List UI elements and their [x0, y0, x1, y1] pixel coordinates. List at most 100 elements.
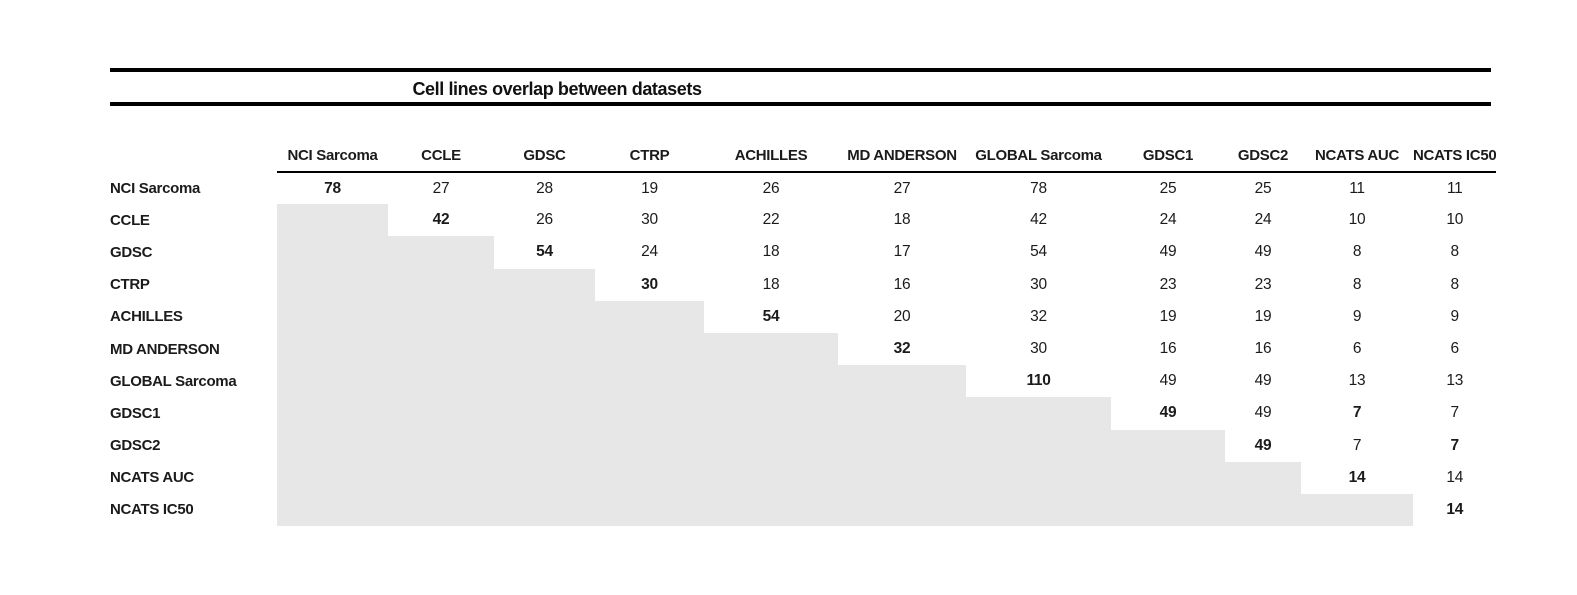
- row-header-gdsc1: GDSC1: [110, 404, 161, 422]
- cell-ncats-auc-x-ncats-ic50: 14: [1446, 468, 1464, 486]
- cell-ncats-auc-x-gdsc: [494, 461, 595, 494]
- cell-global-sarcoma-x-md-anderson: [838, 365, 966, 398]
- cell-ccle-x-global-sarcoma: 42: [1030, 211, 1047, 229]
- col-header-global-sarcoma: GLOBAL Sarcoma: [966, 139, 1111, 173]
- col-header-ncats-ic50: NCATS IC50: [1413, 139, 1497, 173]
- row-header-ncats-ic50: NCATS IC50: [110, 501, 194, 519]
- cell-gdsc-x-md-anderson: 17: [893, 243, 911, 261]
- cell-ccle-x-gdsc2: 24: [1254, 211, 1272, 229]
- cell-gdsc1-x-gdsc: [494, 397, 595, 430]
- table-row-gdsc1: GDSC1 49 49 7 7: [110, 397, 1496, 430]
- cell-nci-sarcoma-x-ncats-ic50: 11: [1446, 179, 1463, 197]
- cell-gdsc-x-ctrp: 24: [641, 243, 658, 261]
- cell-gdsc-x-ncats-auc: 8: [1352, 243, 1362, 261]
- cell-ccle-x-achilles: 22: [762, 211, 780, 229]
- cell-ncats-auc-x-nci-sarcoma: [277, 461, 388, 494]
- cell-gdsc1-x-ccle: [388, 397, 494, 430]
- overlap-table-body: NCI Sarcoma 78 27 28 19 26 27 78 25 25 11 11 CCLE 42 2…: [110, 172, 1496, 527]
- cell-gdsc-x-gdsc: 54: [536, 243, 553, 261]
- cell-gdsc1-x-ncats-ic50: 7: [1450, 404, 1460, 422]
- cell-nci-sarcoma-x-global-sarcoma: 78: [1030, 179, 1047, 197]
- cell-ncats-ic50-x-ctrp: [595, 493, 704, 527]
- cell-ncats-ic50-x-md-anderson: [838, 493, 966, 527]
- col-header-md-anderson: MD ANDERSON: [838, 139, 966, 173]
- cell-md-anderson-x-achilles: [704, 332, 838, 366]
- cell-ctrp-x-gdsc1: 23: [1159, 275, 1177, 293]
- cell-gdsc1-x-gdsc2: 49: [1254, 404, 1272, 422]
- row-header-ccle: CCLE: [110, 211, 150, 229]
- cell-ccle-x-ncats-auc: 10: [1348, 211, 1366, 229]
- cell-ncats-auc-x-gdsc1: [1111, 461, 1225, 494]
- cell-gdsc-x-nci-sarcoma: [277, 236, 388, 269]
- cell-gdsc1-x-nci-sarcoma: [277, 397, 388, 430]
- col-header-ctrp: CTRP: [595, 139, 704, 173]
- table-row-achilles: ACHILLES 54 20 32 19 19 9 9: [110, 300, 1496, 333]
- col-header-ncats-auc: NCATS AUC: [1301, 139, 1413, 173]
- cell-ncats-auc-x-achilles: [704, 461, 838, 494]
- cell-ctrp-x-ccle: [388, 268, 494, 301]
- cell-ctrp-x-global-sarcoma: 30: [1030, 275, 1047, 293]
- header-row: NCI Sarcoma CCLE GDSC CTRP ACHILLES MD ANDERS…: [110, 139, 1497, 173]
- cell-gdsc2-x-ccle: [388, 429, 494, 462]
- table-row-gdsc: GDSC 54 24 18 17 54 49 49 8 8: [110, 236, 1496, 269]
- cell-achilles-x-md-anderson: 20: [893, 307, 911, 325]
- corner-cell: [110, 139, 277, 172]
- table-row-global-sarcoma: GLOBAL Sarcoma 110 49 49 13 13: [110, 365, 1496, 398]
- cell-md-anderson-x-global-sarcoma: 30: [1030, 340, 1047, 358]
- table-row-ctrp: CTRP 30 18 16 30 23 23 8 8: [110, 268, 1496, 301]
- cell-ccle-x-gdsc: 26: [536, 211, 553, 229]
- cell-ncats-ic50-x-achilles: [704, 493, 838, 527]
- cell-md-anderson-x-gdsc2: 16: [1254, 340, 1272, 358]
- cell-ncats-ic50-x-global-sarcoma: [966, 493, 1111, 527]
- cell-nci-sarcoma-x-ctrp: 19: [641, 179, 658, 197]
- cell-nci-sarcoma-x-ccle: 27: [432, 179, 450, 197]
- cell-ncats-auc-x-ccle: [388, 461, 494, 494]
- cell-ncats-auc-x-ncats-auc: 14: [1348, 468, 1366, 486]
- cell-ncats-auc-x-global-sarcoma: [966, 461, 1111, 494]
- overlap-table: NCI Sarcoma CCLE GDSC CTRP ACHILLES MD ANDERS…: [110, 139, 1497, 527]
- col-header-ccle: CCLE: [388, 139, 494, 173]
- cell-nci-sarcoma-x-gdsc: 28: [536, 179, 553, 197]
- cell-ctrp-x-ncats-ic50: 8: [1450, 275, 1460, 293]
- row-header-achilles: ACHILLES: [110, 308, 183, 326]
- cell-achilles-x-ccle: [388, 300, 494, 333]
- cell-gdsc2-x-gdsc1: [1111, 429, 1225, 462]
- cell-global-sarcoma-x-nci-sarcoma: [277, 365, 388, 398]
- cell-ncats-ic50-x-ncats-ic50: 14: [1446, 500, 1464, 518]
- cell-nci-sarcoma-x-achilles: 26: [762, 179, 780, 197]
- cell-ncats-auc-x-md-anderson: [838, 461, 966, 494]
- table-row-ccle: CCLE 42 26 30 22 18 42 24 24 10 10: [110, 204, 1496, 237]
- cell-global-sarcoma-x-gdsc: [494, 365, 595, 398]
- cell-ncats-ic50-x-gdsc1: [1111, 493, 1225, 527]
- cell-ccle-x-gdsc1: 24: [1159, 211, 1177, 229]
- table-row-md-anderson: MD ANDERSON 32 30 16 16 6 6: [110, 332, 1496, 366]
- cell-gdsc-x-gdsc1: 49: [1159, 243, 1177, 261]
- cell-gdsc-x-gdsc2: 49: [1254, 243, 1272, 261]
- row-header-nci-sarcoma: NCI Sarcoma: [110, 179, 201, 197]
- cell-achilles-x-gdsc: [494, 300, 595, 333]
- cell-ctrp-x-gdsc2: 23: [1254, 275, 1272, 293]
- cell-ncats-ic50-x-gdsc: [494, 493, 595, 527]
- cell-nci-sarcoma-x-md-anderson: 27: [893, 179, 911, 197]
- col-header-achilles: ACHILLES: [704, 139, 838, 173]
- cell-gdsc-x-global-sarcoma: 54: [1030, 243, 1047, 261]
- cell-ctrp-x-nci-sarcoma: [277, 268, 388, 301]
- cell-achilles-x-ncats-ic50: 9: [1450, 307, 1460, 325]
- cell-md-anderson-x-nci-sarcoma: [277, 332, 388, 366]
- table-row-nci-sarcoma: NCI Sarcoma 78 27 28 19 26 27 78 25 25 11 11: [110, 172, 1496, 204]
- cell-md-anderson-x-ncats-auc: 6: [1352, 340, 1362, 358]
- cell-global-sarcoma-x-achilles: [704, 365, 838, 398]
- cell-md-anderson-x-ctrp: [595, 332, 704, 366]
- cell-ncats-ic50-x-ccle: [388, 493, 494, 527]
- cell-achilles-x-nci-sarcoma: [277, 300, 388, 333]
- title-rule-bottom: [110, 102, 1491, 106]
- row-header-ncats-auc: NCATS AUC: [110, 469, 194, 487]
- cell-ccle-x-md-anderson: 18: [893, 211, 911, 229]
- cell-gdsc2-x-gdsc2: 49: [1254, 436, 1272, 454]
- cell-gdsc2-x-md-anderson: [838, 429, 966, 462]
- cell-gdsc-x-achilles: 18: [762, 243, 780, 261]
- cell-gdsc2-x-nci-sarcoma: [277, 429, 388, 462]
- cell-global-sarcoma-x-ncats-auc: 13: [1348, 372, 1366, 390]
- cell-gdsc2-x-ctrp: [595, 429, 704, 462]
